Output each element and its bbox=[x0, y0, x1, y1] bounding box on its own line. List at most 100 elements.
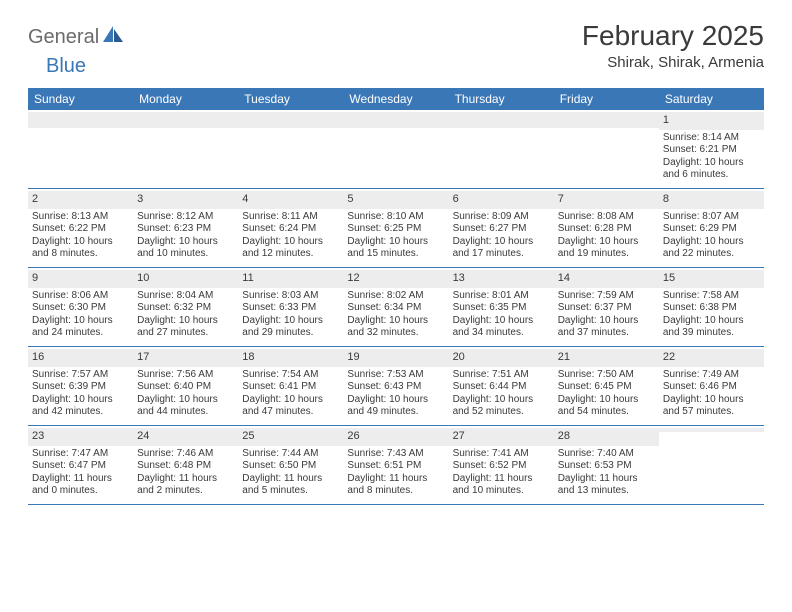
daylight2-text: and 5 minutes. bbox=[242, 485, 339, 498]
sunrise-text: Sunrise: 7:58 AM bbox=[663, 290, 760, 303]
sunrise-text: Sunrise: 8:06 AM bbox=[32, 290, 129, 303]
logo-text-blue: Blue bbox=[46, 55, 86, 78]
page-title: February 2025 bbox=[582, 20, 764, 52]
daylight1-text: Daylight: 10 hours bbox=[663, 394, 760, 407]
calendar-cell: 12Sunrise: 8:02 AMSunset: 6:34 PMDayligh… bbox=[343, 268, 448, 346]
calendar-cell: 19Sunrise: 7:53 AMSunset: 6:43 PMDayligh… bbox=[343, 347, 448, 425]
daylight2-text: and 27 minutes. bbox=[137, 327, 234, 340]
sunrise-text: Sunrise: 7:43 AM bbox=[347, 448, 444, 461]
day-number: 5 bbox=[343, 191, 448, 209]
sunset-text: Sunset: 6:29 PM bbox=[663, 223, 760, 236]
sunset-text: Sunset: 6:23 PM bbox=[137, 223, 234, 236]
day-number bbox=[133, 112, 238, 128]
calendar-cell: 7Sunrise: 8:08 AMSunset: 6:28 PMDaylight… bbox=[554, 189, 659, 267]
daylight1-text: Daylight: 10 hours bbox=[347, 394, 444, 407]
day-number: 15 bbox=[659, 270, 764, 288]
daylight1-text: Daylight: 11 hours bbox=[32, 473, 129, 486]
sunset-text: Sunset: 6:50 PM bbox=[242, 460, 339, 473]
calendar-cell: 21Sunrise: 7:50 AMSunset: 6:45 PMDayligh… bbox=[554, 347, 659, 425]
sunset-text: Sunset: 6:40 PM bbox=[137, 381, 234, 394]
calendar-week: 2Sunrise: 8:13 AMSunset: 6:22 PMDaylight… bbox=[28, 189, 764, 268]
sunrise-text: Sunrise: 7:40 AM bbox=[558, 448, 655, 461]
daylight2-text: and 24 minutes. bbox=[32, 327, 129, 340]
day-number: 1 bbox=[659, 112, 764, 130]
daylight1-text: Daylight: 10 hours bbox=[242, 394, 339, 407]
sunrise-text: Sunrise: 7:59 AM bbox=[558, 290, 655, 303]
daylight2-text: and 32 minutes. bbox=[347, 327, 444, 340]
day-number bbox=[554, 112, 659, 128]
sunrise-text: Sunrise: 7:54 AM bbox=[242, 369, 339, 382]
sunrise-text: Sunrise: 8:13 AM bbox=[32, 211, 129, 224]
calendar-cell: 20Sunrise: 7:51 AMSunset: 6:44 PMDayligh… bbox=[449, 347, 554, 425]
daylight2-text: and 0 minutes. bbox=[32, 485, 129, 498]
weekday-fri: Friday bbox=[554, 88, 659, 110]
calendar-cell: 16Sunrise: 7:57 AMSunset: 6:39 PMDayligh… bbox=[28, 347, 133, 425]
day-number: 17 bbox=[133, 349, 238, 367]
calendar-week: 9Sunrise: 8:06 AMSunset: 6:30 PMDaylight… bbox=[28, 268, 764, 347]
day-number: 18 bbox=[238, 349, 343, 367]
calendar-cell: 18Sunrise: 7:54 AMSunset: 6:41 PMDayligh… bbox=[238, 347, 343, 425]
daylight1-text: Daylight: 10 hours bbox=[32, 315, 129, 328]
sunrise-text: Sunrise: 8:09 AM bbox=[453, 211, 550, 224]
sunset-text: Sunset: 6:33 PM bbox=[242, 302, 339, 315]
sunset-text: Sunset: 6:32 PM bbox=[137, 302, 234, 315]
logo: General bbox=[28, 26, 127, 49]
day-number: 19 bbox=[343, 349, 448, 367]
sunset-text: Sunset: 6:28 PM bbox=[558, 223, 655, 236]
daylight2-text: and 47 minutes. bbox=[242, 406, 339, 419]
day-number bbox=[28, 112, 133, 128]
daylight2-text: and 29 minutes. bbox=[242, 327, 339, 340]
daylight1-text: Daylight: 10 hours bbox=[453, 315, 550, 328]
sunrise-text: Sunrise: 7:51 AM bbox=[453, 369, 550, 382]
sunrise-text: Sunrise: 7:47 AM bbox=[32, 448, 129, 461]
day-number: 14 bbox=[554, 270, 659, 288]
sunset-text: Sunset: 6:46 PM bbox=[663, 381, 760, 394]
daylight2-text: and 57 minutes. bbox=[663, 406, 760, 419]
calendar-page: General February 2025 Shirak, Shirak, Ar… bbox=[0, 0, 792, 515]
calendar-cell: 15Sunrise: 7:58 AMSunset: 6:38 PMDayligh… bbox=[659, 268, 764, 346]
daylight2-text: and 2 minutes. bbox=[137, 485, 234, 498]
sunrise-text: Sunrise: 8:12 AM bbox=[137, 211, 234, 224]
daylight1-text: Daylight: 10 hours bbox=[663, 157, 760, 170]
sunset-text: Sunset: 6:53 PM bbox=[558, 460, 655, 473]
sunset-text: Sunset: 6:30 PM bbox=[32, 302, 129, 315]
daylight2-text: and 39 minutes. bbox=[663, 327, 760, 340]
sunrise-text: Sunrise: 7:56 AM bbox=[137, 369, 234, 382]
sunrise-text: Sunrise: 8:02 AM bbox=[347, 290, 444, 303]
daylight2-text: and 37 minutes. bbox=[558, 327, 655, 340]
calendar-cell: 27Sunrise: 7:41 AMSunset: 6:52 PMDayligh… bbox=[449, 426, 554, 504]
day-number bbox=[343, 112, 448, 128]
weekday-tue: Tuesday bbox=[238, 88, 343, 110]
sunset-text: Sunset: 6:45 PM bbox=[558, 381, 655, 394]
calendar-cell: 25Sunrise: 7:44 AMSunset: 6:50 PMDayligh… bbox=[238, 426, 343, 504]
day-number: 27 bbox=[449, 428, 554, 446]
calendar-grid: 1Sunrise: 8:14 AMSunset: 6:21 PMDaylight… bbox=[28, 110, 764, 505]
calendar-cell bbox=[659, 426, 764, 504]
calendar-cell: 2Sunrise: 8:13 AMSunset: 6:22 PMDaylight… bbox=[28, 189, 133, 267]
day-number: 21 bbox=[554, 349, 659, 367]
calendar-cell: 4Sunrise: 8:11 AMSunset: 6:24 PMDaylight… bbox=[238, 189, 343, 267]
daylight1-text: Daylight: 10 hours bbox=[32, 394, 129, 407]
calendar-cell: 1Sunrise: 8:14 AMSunset: 6:21 PMDaylight… bbox=[659, 110, 764, 188]
sunrise-text: Sunrise: 8:14 AM bbox=[663, 132, 760, 145]
daylight1-text: Daylight: 11 hours bbox=[242, 473, 339, 486]
day-number: 2 bbox=[28, 191, 133, 209]
sunrise-text: Sunrise: 8:04 AM bbox=[137, 290, 234, 303]
calendar-cell: 9Sunrise: 8:06 AMSunset: 6:30 PMDaylight… bbox=[28, 268, 133, 346]
calendar-cell: 22Sunrise: 7:49 AMSunset: 6:46 PMDayligh… bbox=[659, 347, 764, 425]
daylight2-text: and 8 minutes. bbox=[32, 248, 129, 261]
calendar-cell: 17Sunrise: 7:56 AMSunset: 6:40 PMDayligh… bbox=[133, 347, 238, 425]
day-number: 22 bbox=[659, 349, 764, 367]
sunrise-text: Sunrise: 8:07 AM bbox=[663, 211, 760, 224]
calendar-cell: 26Sunrise: 7:43 AMSunset: 6:51 PMDayligh… bbox=[343, 426, 448, 504]
sunrise-text: Sunrise: 8:08 AM bbox=[558, 211, 655, 224]
day-number: 8 bbox=[659, 191, 764, 209]
page-subtitle: Shirak, Shirak, Armenia bbox=[582, 54, 764, 71]
sunset-text: Sunset: 6:38 PM bbox=[663, 302, 760, 315]
daylight2-text: and 6 minutes. bbox=[663, 169, 760, 182]
daylight1-text: Daylight: 10 hours bbox=[32, 236, 129, 249]
daylight1-text: Daylight: 10 hours bbox=[242, 315, 339, 328]
calendar-cell: 23Sunrise: 7:47 AMSunset: 6:47 PMDayligh… bbox=[28, 426, 133, 504]
daylight2-text: and 10 minutes. bbox=[137, 248, 234, 261]
sunset-text: Sunset: 6:43 PM bbox=[347, 381, 444, 394]
